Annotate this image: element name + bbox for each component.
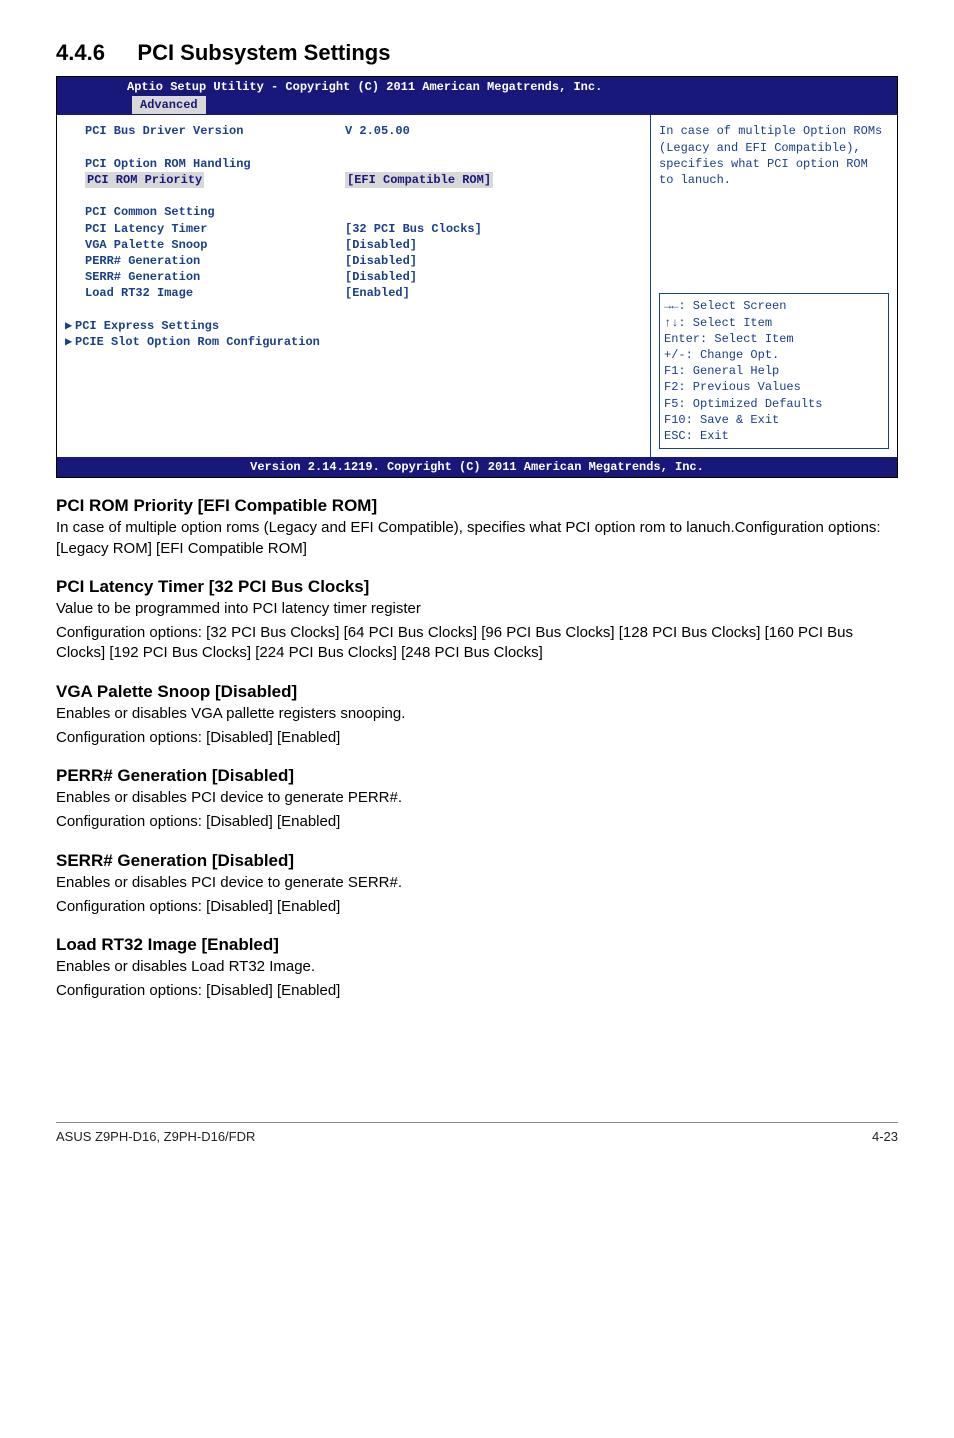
load-rt32-image-value: [Enabled]	[345, 285, 410, 301]
nav-change-opt: +/-: Change Opt.	[664, 347, 884, 363]
bios-tab-advanced[interactable]: Advanced	[131, 95, 207, 115]
footer-product: ASUS Z9PH-D16, Z9PH-D16/FDR	[56, 1129, 255, 1144]
heading-vga-palette-snoop: VGA Palette Snoop [Disabled]	[56, 682, 898, 702]
nav-select-screen: →←: Select Screen	[664, 298, 884, 314]
para-perr-a: Enables or disables PCI device to genera…	[56, 788, 898, 808]
para-rt32-a: Enables or disables Load RT32 Image.	[56, 957, 898, 977]
heading-pci-rom-priority: PCI ROM Priority [EFI Compatible ROM]	[56, 496, 898, 516]
heading-serr-generation: SERR# Generation [Disabled]	[56, 851, 898, 871]
para-vga-a: Enables or disables VGA pallette registe…	[56, 704, 898, 724]
bios-left-pane: PCI Bus Driver Version V 2.05.00 PCI Opt…	[57, 115, 651, 457]
serr-generation-value: [Disabled]	[345, 269, 417, 285]
nav-previous-values: F2: Previous Values	[664, 379, 884, 395]
load-rt32-image-item[interactable]: Load RT32 Image	[65, 285, 345, 301]
nav-select-item: ↑↓: Select Item	[664, 315, 884, 331]
perr-generation-item[interactable]: PERR# Generation	[65, 253, 345, 269]
section-number: 4.4.6	[56, 40, 105, 66]
bios-header: Aptio Setup Utility - Copyright (C) 2011…	[57, 77, 897, 115]
bios-right-pane: In case of multiple Option ROMs (Legacy …	[651, 115, 897, 457]
bios-nav-help-box: →←: Select Screen ↑↓: Select Item Enter:…	[659, 293, 889, 449]
pci-bus-driver-version-label: PCI Bus Driver Version	[65, 123, 345, 139]
bios-footer: Version 2.14.1219. Copyright (C) 2011 Am…	[57, 457, 897, 477]
submenu-arrow-icon: ▶	[65, 334, 75, 350]
pci-latency-timer-value: [32 PCI Bus Clocks]	[345, 221, 482, 237]
para-serr-a: Enables or disables PCI device to genera…	[56, 873, 898, 893]
bios-panel: Aptio Setup Utility - Copyright (C) 2011…	[56, 76, 898, 478]
section-title: PCI Subsystem Settings	[137, 40, 390, 66]
heading-pci-latency-timer: PCI Latency Timer [32 PCI Bus Clocks]	[56, 577, 898, 597]
nav-save-exit: F10: Save & Exit	[664, 412, 884, 428]
pci-rom-priority-value[interactable]: [EFI Compatible ROM]	[345, 172, 493, 188]
page-footer: ASUS Z9PH-D16, Z9PH-D16/FDR 4-23	[56, 1129, 898, 1144]
pci-rom-priority-item[interactable]: PCI ROM Priority	[85, 172, 204, 188]
heading-perr-generation: PERR# Generation [Disabled]	[56, 766, 898, 786]
nav-esc-exit: ESC: Exit	[664, 428, 884, 444]
para-perr-b: Configuration options: [Disabled] [Enabl…	[56, 812, 898, 832]
footer-page-number: 4-23	[872, 1129, 898, 1144]
para-vga-b: Configuration options: [Disabled] [Enabl…	[56, 728, 898, 748]
bios-footer-text: Version 2.14.1219. Copyright (C) 2011 Am…	[250, 460, 704, 474]
para-rt32-b: Configuration options: [Disabled] [Enabl…	[56, 981, 898, 1001]
pcie-slot-option-rom-item[interactable]: PCIE Slot Option Rom Configuration	[75, 334, 320, 350]
perr-generation-value: [Disabled]	[345, 253, 417, 269]
para-pci-latency-b: Configuration options: [32 PCI Bus Clock…	[56, 623, 898, 664]
para-pci-rom-priority: In case of multiple option roms (Legacy …	[56, 518, 898, 559]
nav-enter: Enter: Select Item	[664, 331, 884, 347]
vga-palette-snoop-value: [Disabled]	[345, 237, 417, 253]
pci-bus-driver-version-value: V 2.05.00	[345, 123, 410, 139]
footer-divider	[56, 1122, 898, 1123]
heading-load-rt32: Load RT32 Image [Enabled]	[56, 935, 898, 955]
nav-optimized-defaults: F5: Optimized Defaults	[664, 396, 884, 412]
bios-header-text: Aptio Setup Utility - Copyright (C) 2011…	[127, 80, 602, 94]
para-serr-b: Configuration options: [Disabled] [Enabl…	[56, 897, 898, 917]
pci-option-rom-handling-label: PCI Option ROM Handling	[65, 156, 345, 172]
submenu-arrow-icon: ▶	[65, 318, 75, 334]
section-heading: 4.4.6 PCI Subsystem Settings	[56, 40, 898, 66]
bios-help-text: In case of multiple Option ROMs (Legacy …	[659, 123, 889, 293]
serr-generation-item[interactable]: SERR# Generation	[65, 269, 345, 285]
para-pci-latency-a: Value to be programmed into PCI latency …	[56, 599, 898, 619]
nav-general-help: F1: General Help	[664, 363, 884, 379]
pci-common-setting-label: PCI Common Setting	[65, 204, 345, 220]
pci-latency-timer-item[interactable]: PCI Latency Timer	[65, 221, 345, 237]
vga-palette-snoop-item[interactable]: VGA Palette Snoop	[65, 237, 345, 253]
pci-express-settings-item[interactable]: PCI Express Settings	[75, 318, 335, 334]
